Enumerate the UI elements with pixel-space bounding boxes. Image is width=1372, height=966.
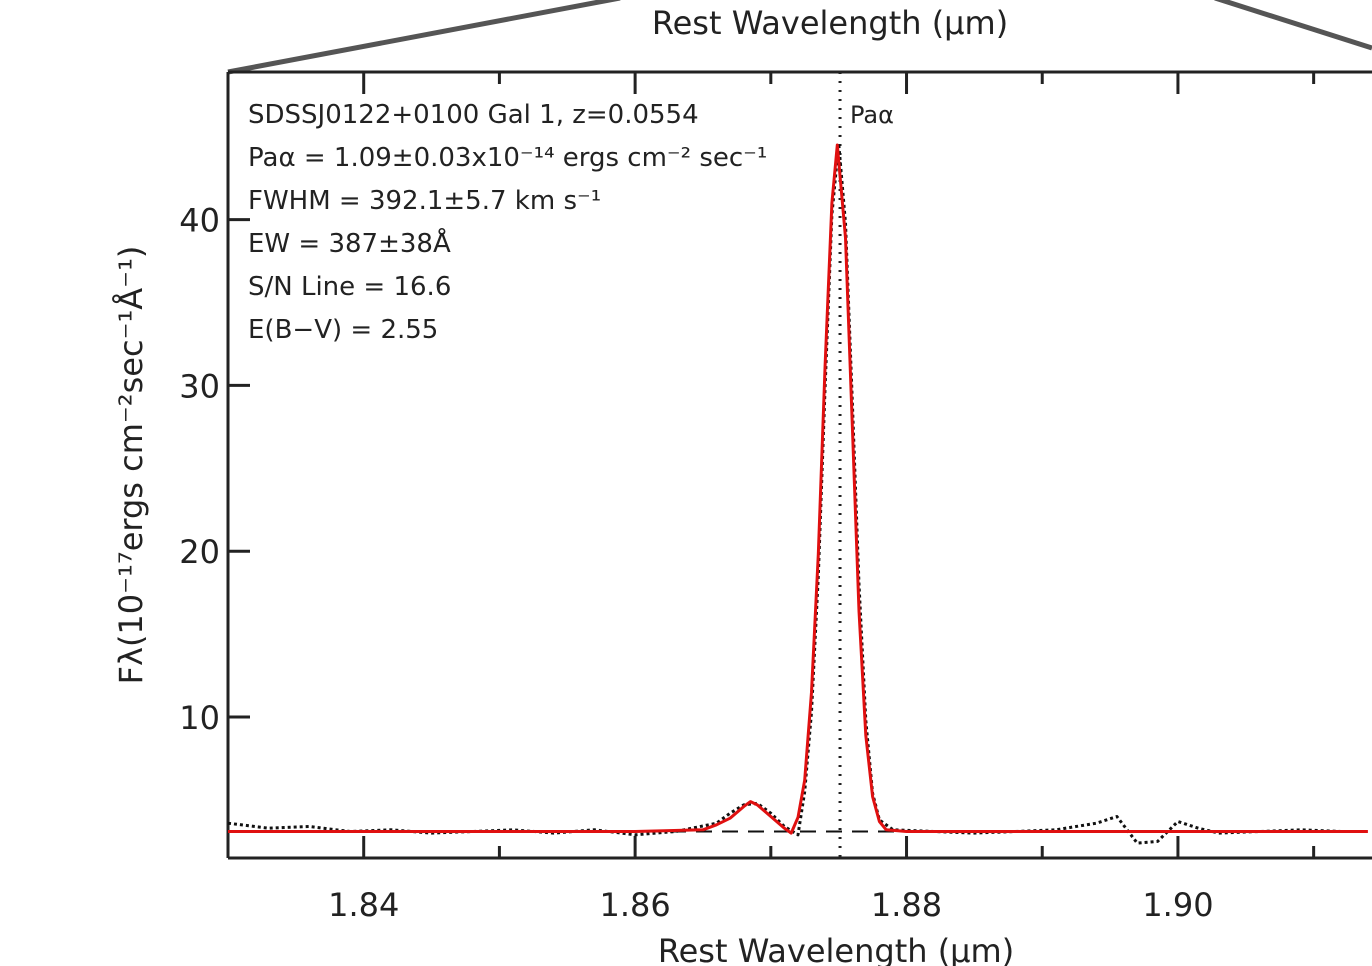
x-tick-label: 1.90 [1142, 886, 1213, 924]
annotation-line: EW = 387±38Å [248, 227, 451, 259]
series-line [228, 143, 1368, 835]
x-tick-label: 1.88 [871, 886, 942, 924]
annotation-line: S/N Line = 16.6 [248, 272, 451, 302]
y-axis-title: Fλ(10⁻¹⁷ergs cm⁻²sec⁻¹Å⁻¹) [112, 246, 150, 685]
top-axis-title: Rest Wavelength (μm) [652, 4, 1008, 42]
y-tick-label: 10 [179, 699, 220, 737]
annotation-line: FWHM = 392.1±5.7 km s⁻¹ [248, 186, 601, 216]
line-marker-label: Paα [850, 101, 894, 129]
annotation-line: E(B−V) = 2.55 [248, 315, 438, 345]
y-tick-label: 20 [179, 533, 220, 571]
annotation-line: Paα = 1.09±0.03x10⁻¹⁴ ergs cm⁻² sec⁻¹ [248, 143, 767, 173]
x-tick-label: 1.86 [599, 886, 670, 924]
y-tick-label: 40 [179, 202, 220, 240]
annotation-line: SDSSJ0122+0100 Gal 1, z=0.0554 [248, 100, 699, 130]
zoom-line [227, 0, 621, 75]
x-axis-title: Rest Wavelength (μm) [658, 932, 1014, 966]
zoom-line [1214, 0, 1372, 51]
x-tick-label: 1.84 [328, 886, 399, 924]
plot-area [228, 72, 1372, 858]
y-tick-label: 30 [179, 367, 220, 405]
